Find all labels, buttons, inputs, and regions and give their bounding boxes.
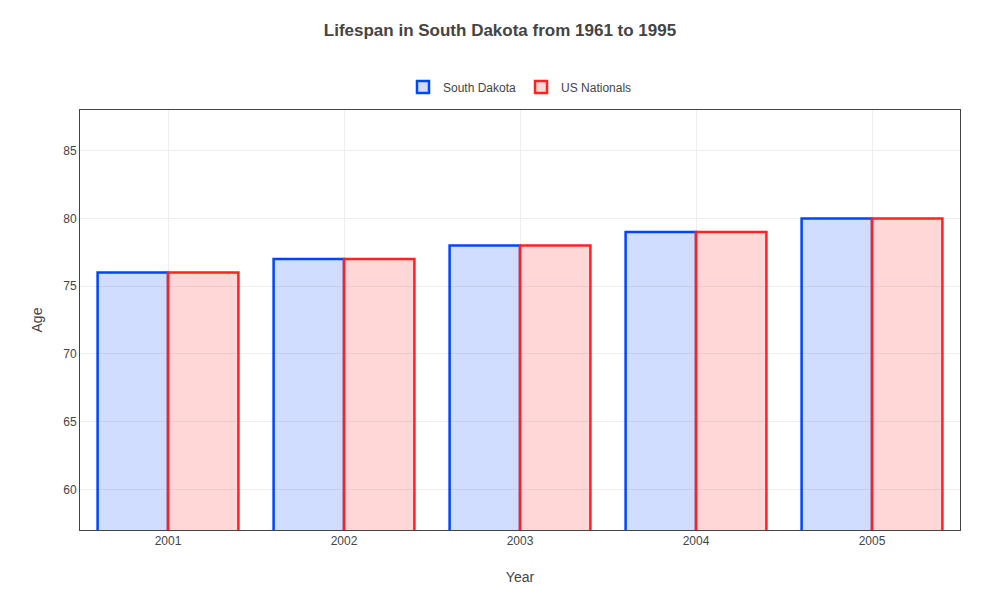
svg-text:75: 75 (63, 279, 77, 293)
svg-text:2002: 2002 (331, 534, 358, 548)
svg-text:80: 80 (63, 212, 77, 226)
svg-text:60: 60 (63, 483, 77, 497)
svg-text:2003: 2003 (507, 534, 534, 548)
svg-text:85: 85 (63, 144, 77, 158)
svg-text:70: 70 (63, 347, 77, 361)
svg-text:2001: 2001 (155, 534, 182, 548)
svg-text:2004: 2004 (683, 534, 710, 548)
svg-text:65: 65 (63, 415, 77, 429)
svg-text:Age: Age (29, 307, 45, 332)
svg-text:US Nationals: US Nationals (561, 81, 631, 95)
svg-text:2005: 2005 (859, 534, 886, 548)
svg-text:South Dakota: South Dakota (443, 81, 516, 95)
svg-text:Lifespan in South Dakota from: Lifespan in South Dakota from 1961 to 19… (324, 21, 676, 40)
svg-text:Year: Year (506, 569, 535, 585)
